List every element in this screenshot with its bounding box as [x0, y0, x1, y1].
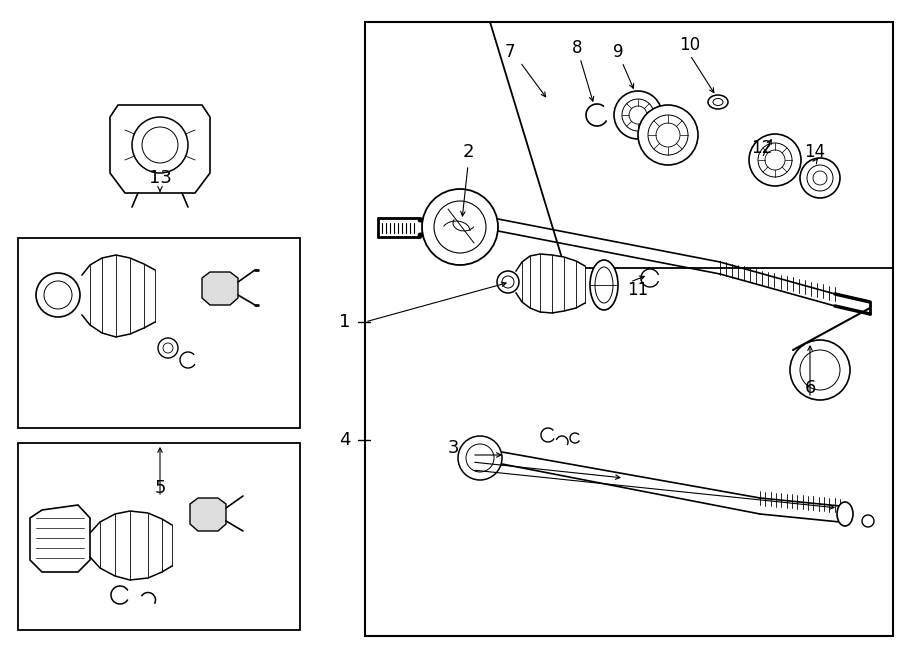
Bar [18, 238, 300, 428]
Circle shape [466, 444, 494, 472]
Polygon shape [144, 264, 155, 328]
Circle shape [44, 281, 72, 309]
Circle shape [656, 123, 680, 147]
Bar [18, 443, 300, 630]
Text: 3: 3 [447, 439, 459, 457]
Polygon shape [90, 258, 102, 333]
Polygon shape [498, 219, 720, 274]
Circle shape [813, 171, 827, 185]
Polygon shape [162, 519, 172, 572]
Text: 8: 8 [572, 39, 582, 57]
Circle shape [614, 91, 662, 139]
Polygon shape [100, 514, 115, 576]
Ellipse shape [708, 95, 728, 109]
Circle shape [648, 115, 688, 155]
Polygon shape [202, 272, 238, 305]
Polygon shape [564, 257, 576, 311]
Circle shape [800, 158, 840, 198]
Text: 12: 12 [752, 139, 772, 157]
Polygon shape [102, 255, 116, 337]
Text: 11: 11 [627, 281, 649, 299]
Circle shape [132, 117, 188, 173]
Circle shape [800, 350, 840, 390]
Polygon shape [530, 254, 540, 312]
Polygon shape [502, 452, 760, 514]
Text: 13: 13 [148, 169, 171, 187]
Circle shape [502, 276, 514, 288]
Circle shape [862, 515, 874, 527]
Polygon shape [576, 261, 585, 308]
Text: 4: 4 [339, 431, 351, 449]
Polygon shape [552, 255, 564, 313]
Ellipse shape [713, 98, 723, 106]
Circle shape [458, 436, 502, 480]
Circle shape [638, 105, 698, 165]
Polygon shape [540, 254, 552, 313]
Text: 14: 14 [805, 143, 825, 161]
Circle shape [758, 143, 792, 177]
Polygon shape [148, 513, 162, 578]
Text: 7: 7 [505, 43, 515, 61]
Text: 9: 9 [613, 43, 623, 61]
Polygon shape [130, 258, 144, 334]
Ellipse shape [837, 502, 853, 526]
Circle shape [36, 273, 80, 317]
Bar [365, 22, 893, 636]
Polygon shape [30, 505, 90, 572]
Polygon shape [115, 511, 130, 580]
Polygon shape [190, 498, 226, 531]
Text: 2: 2 [463, 143, 473, 161]
Ellipse shape [595, 267, 613, 303]
Text: 10: 10 [680, 36, 700, 54]
Circle shape [629, 106, 647, 124]
Polygon shape [516, 262, 522, 302]
Circle shape [163, 343, 173, 353]
Polygon shape [90, 522, 100, 568]
Circle shape [807, 165, 833, 191]
Polygon shape [110, 105, 210, 193]
Polygon shape [116, 255, 130, 337]
Circle shape [142, 127, 178, 163]
Circle shape [622, 99, 654, 131]
Polygon shape [130, 511, 148, 580]
Circle shape [434, 201, 486, 253]
Text: 1: 1 [339, 313, 351, 331]
Circle shape [749, 134, 801, 186]
Polygon shape [82, 265, 90, 325]
Circle shape [422, 189, 498, 265]
Circle shape [158, 338, 178, 358]
Circle shape [497, 271, 519, 293]
Text: 6: 6 [805, 379, 815, 397]
Circle shape [765, 150, 785, 170]
Ellipse shape [590, 260, 618, 310]
Text: 5: 5 [154, 479, 166, 497]
Circle shape [790, 340, 850, 400]
Polygon shape [522, 256, 530, 308]
